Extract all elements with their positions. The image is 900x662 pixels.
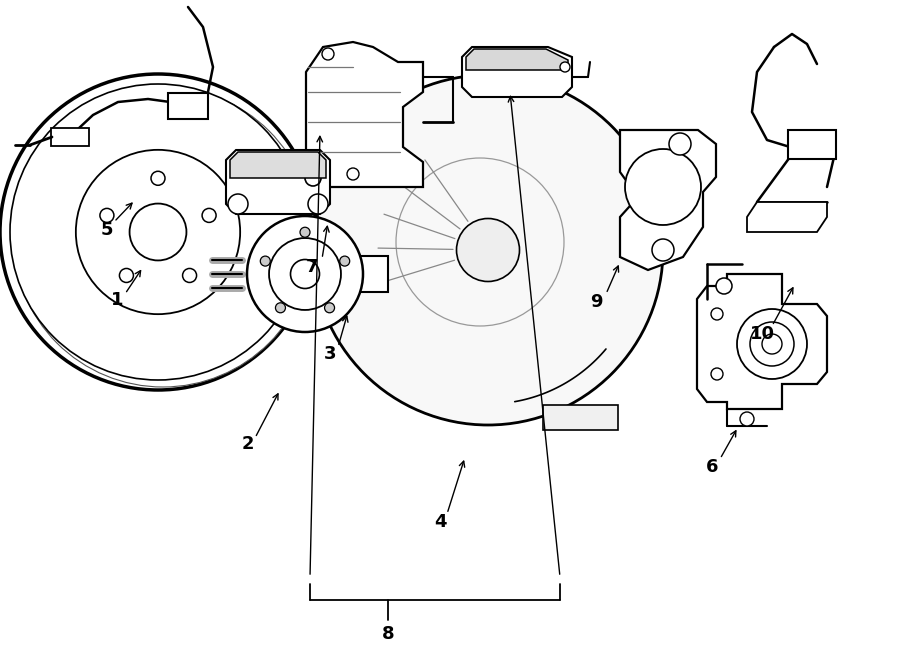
Circle shape — [269, 238, 341, 310]
Circle shape — [202, 209, 216, 222]
Polygon shape — [620, 130, 716, 270]
Circle shape — [711, 308, 723, 320]
Circle shape — [130, 203, 186, 260]
Circle shape — [669, 133, 691, 155]
Text: 3: 3 — [324, 345, 337, 363]
Circle shape — [260, 256, 270, 266]
Circle shape — [456, 218, 519, 281]
Circle shape — [313, 75, 663, 425]
Polygon shape — [697, 274, 827, 409]
Circle shape — [228, 194, 248, 214]
Circle shape — [291, 260, 319, 289]
Circle shape — [275, 303, 285, 312]
Text: 9: 9 — [590, 293, 602, 311]
Circle shape — [308, 194, 328, 214]
Polygon shape — [306, 42, 423, 187]
Circle shape — [625, 149, 701, 225]
Circle shape — [247, 216, 363, 332]
Circle shape — [151, 171, 165, 185]
Polygon shape — [226, 150, 330, 214]
Text: 7: 7 — [306, 258, 319, 276]
Circle shape — [13, 87, 313, 387]
Polygon shape — [747, 202, 827, 232]
Circle shape — [762, 334, 782, 354]
Text: 8: 8 — [382, 625, 394, 643]
Circle shape — [750, 322, 794, 366]
Text: 10: 10 — [750, 325, 775, 343]
FancyBboxPatch shape — [788, 130, 836, 159]
Circle shape — [322, 48, 334, 60]
Circle shape — [652, 239, 674, 261]
Circle shape — [120, 269, 133, 283]
Circle shape — [560, 62, 570, 72]
Circle shape — [305, 170, 321, 186]
Circle shape — [0, 74, 316, 390]
Circle shape — [300, 227, 310, 237]
Text: 5: 5 — [101, 221, 113, 239]
Text: 4: 4 — [434, 513, 446, 531]
Polygon shape — [346, 256, 388, 292]
Polygon shape — [466, 49, 568, 70]
Circle shape — [10, 84, 306, 380]
Circle shape — [76, 150, 240, 314]
Circle shape — [347, 168, 359, 180]
Circle shape — [740, 412, 754, 426]
FancyBboxPatch shape — [51, 128, 89, 146]
Text: 2: 2 — [242, 435, 255, 453]
FancyBboxPatch shape — [168, 93, 208, 119]
Polygon shape — [230, 152, 326, 178]
Circle shape — [100, 209, 114, 222]
Circle shape — [325, 303, 335, 312]
Polygon shape — [543, 405, 618, 430]
Circle shape — [711, 368, 723, 380]
Text: 6: 6 — [706, 458, 718, 476]
Circle shape — [737, 309, 807, 379]
Text: 1: 1 — [111, 291, 123, 309]
Circle shape — [183, 269, 196, 283]
Circle shape — [339, 256, 350, 266]
Circle shape — [716, 278, 732, 294]
Polygon shape — [462, 47, 572, 97]
